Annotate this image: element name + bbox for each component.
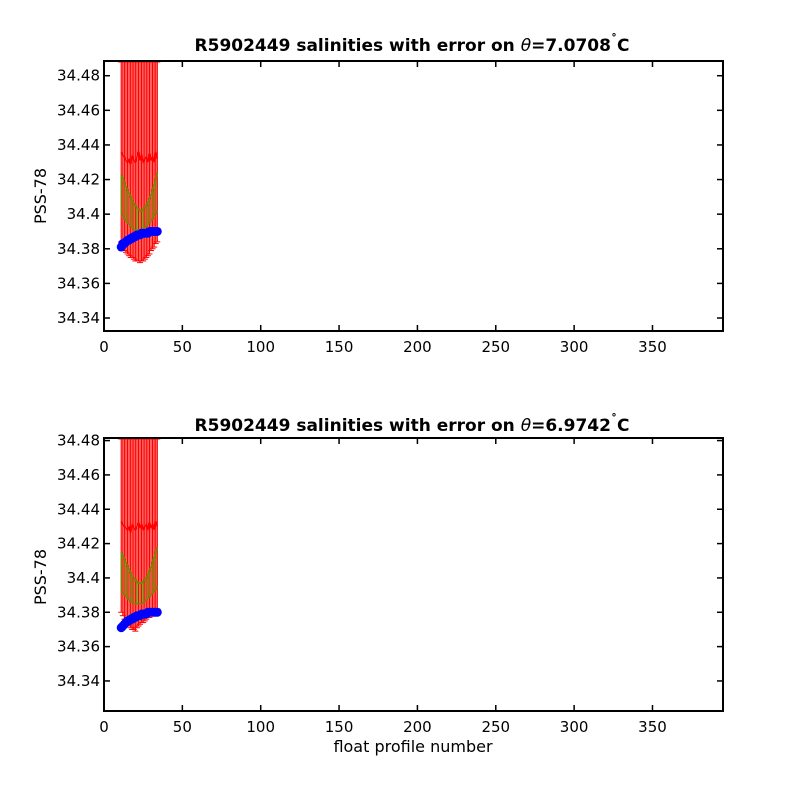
x-tick-label: 150 (325, 718, 354, 736)
y-tick-label: 34.38 (57, 240, 100, 258)
y-axis-label: PSS-78 (31, 549, 50, 605)
y-tick-label: 34.36 (57, 274, 100, 292)
y-axis-label: PSS-78 (31, 168, 50, 224)
chart-title: R5902449 salinities with error on θ=7.07… (195, 32, 630, 56)
plot-area-top (103, 60, 724, 332)
x-tick-label: 250 (481, 718, 510, 736)
y-tick-label: 34.34 (57, 309, 100, 327)
y-tick-label: 34.4 (67, 569, 100, 587)
x-tick-label: 350 (638, 718, 667, 736)
x-tick-label: 250 (481, 338, 510, 356)
x-tick-label: 350 (638, 338, 667, 356)
x-tick-label: 300 (560, 718, 589, 736)
data-point (152, 226, 162, 236)
chart-title: R5902449 salinities with error on θ=6.97… (195, 412, 630, 436)
plot-area-bottom (103, 437, 724, 712)
y-tick-label: 34.48 (57, 432, 100, 450)
x-axis-ticks-top: 0 50 100 150 200 250 300 350 (99, 61, 667, 356)
data-point (152, 607, 162, 617)
x-axis-label: float profile number (333, 737, 493, 756)
x-tick-label: 100 (246, 338, 275, 356)
x-tick-label: 50 (173, 338, 192, 356)
y-tick-label: 34.4 (67, 205, 100, 223)
y-tick-label: 34.42 (57, 171, 100, 189)
y-tick-label: 34.34 (57, 672, 100, 690)
y-tick-label: 34.46 (57, 466, 100, 484)
y-tick-label: 34.38 (57, 603, 100, 621)
x-tick-label: 50 (173, 718, 192, 736)
x-tick-label: 200 (403, 338, 432, 356)
x-tick-label: 0 (99, 718, 109, 736)
y-tick-label: 34.44 (57, 136, 100, 154)
axes-box (103, 60, 724, 332)
top-chart-panel: R5902449 salinities with error on θ=7.07… (31, 32, 724, 356)
y-tick-label: 34.36 (57, 638, 100, 656)
y-tick-label: 34.46 (57, 101, 100, 119)
x-tick-label: 300 (560, 338, 589, 356)
x-axis-ticks-bottom: 0 50 100 150 200 250 300 350 (99, 438, 667, 736)
bottom-chart-panel: R5902449 salinities with error on θ=6.97… (31, 412, 724, 756)
y-tick-label: 34.44 (57, 500, 100, 518)
fit-line (120, 172, 159, 212)
x-tick-label: 200 (403, 718, 432, 736)
x-tick-label: 150 (325, 338, 354, 356)
y-tick-label: 34.42 (57, 535, 100, 553)
x-tick-label: 0 (99, 338, 109, 356)
x-tick-label: 100 (246, 718, 275, 736)
error-upper-line (120, 520, 159, 535)
y-axis-ticks-bottom: 34.34 34.36 34.38 34.4 34.42 34.44 34.46 34.48 (57, 432, 723, 690)
fit-line (120, 546, 159, 585)
y-axis-ticks-top: 34.34 34.36 34.38 34.4 34.42 34.44 34.46 34.48 (57, 67, 723, 327)
axes-box (103, 437, 724, 712)
y-tick-label: 34.48 (57, 67, 100, 85)
error-upper-line (120, 151, 159, 165)
